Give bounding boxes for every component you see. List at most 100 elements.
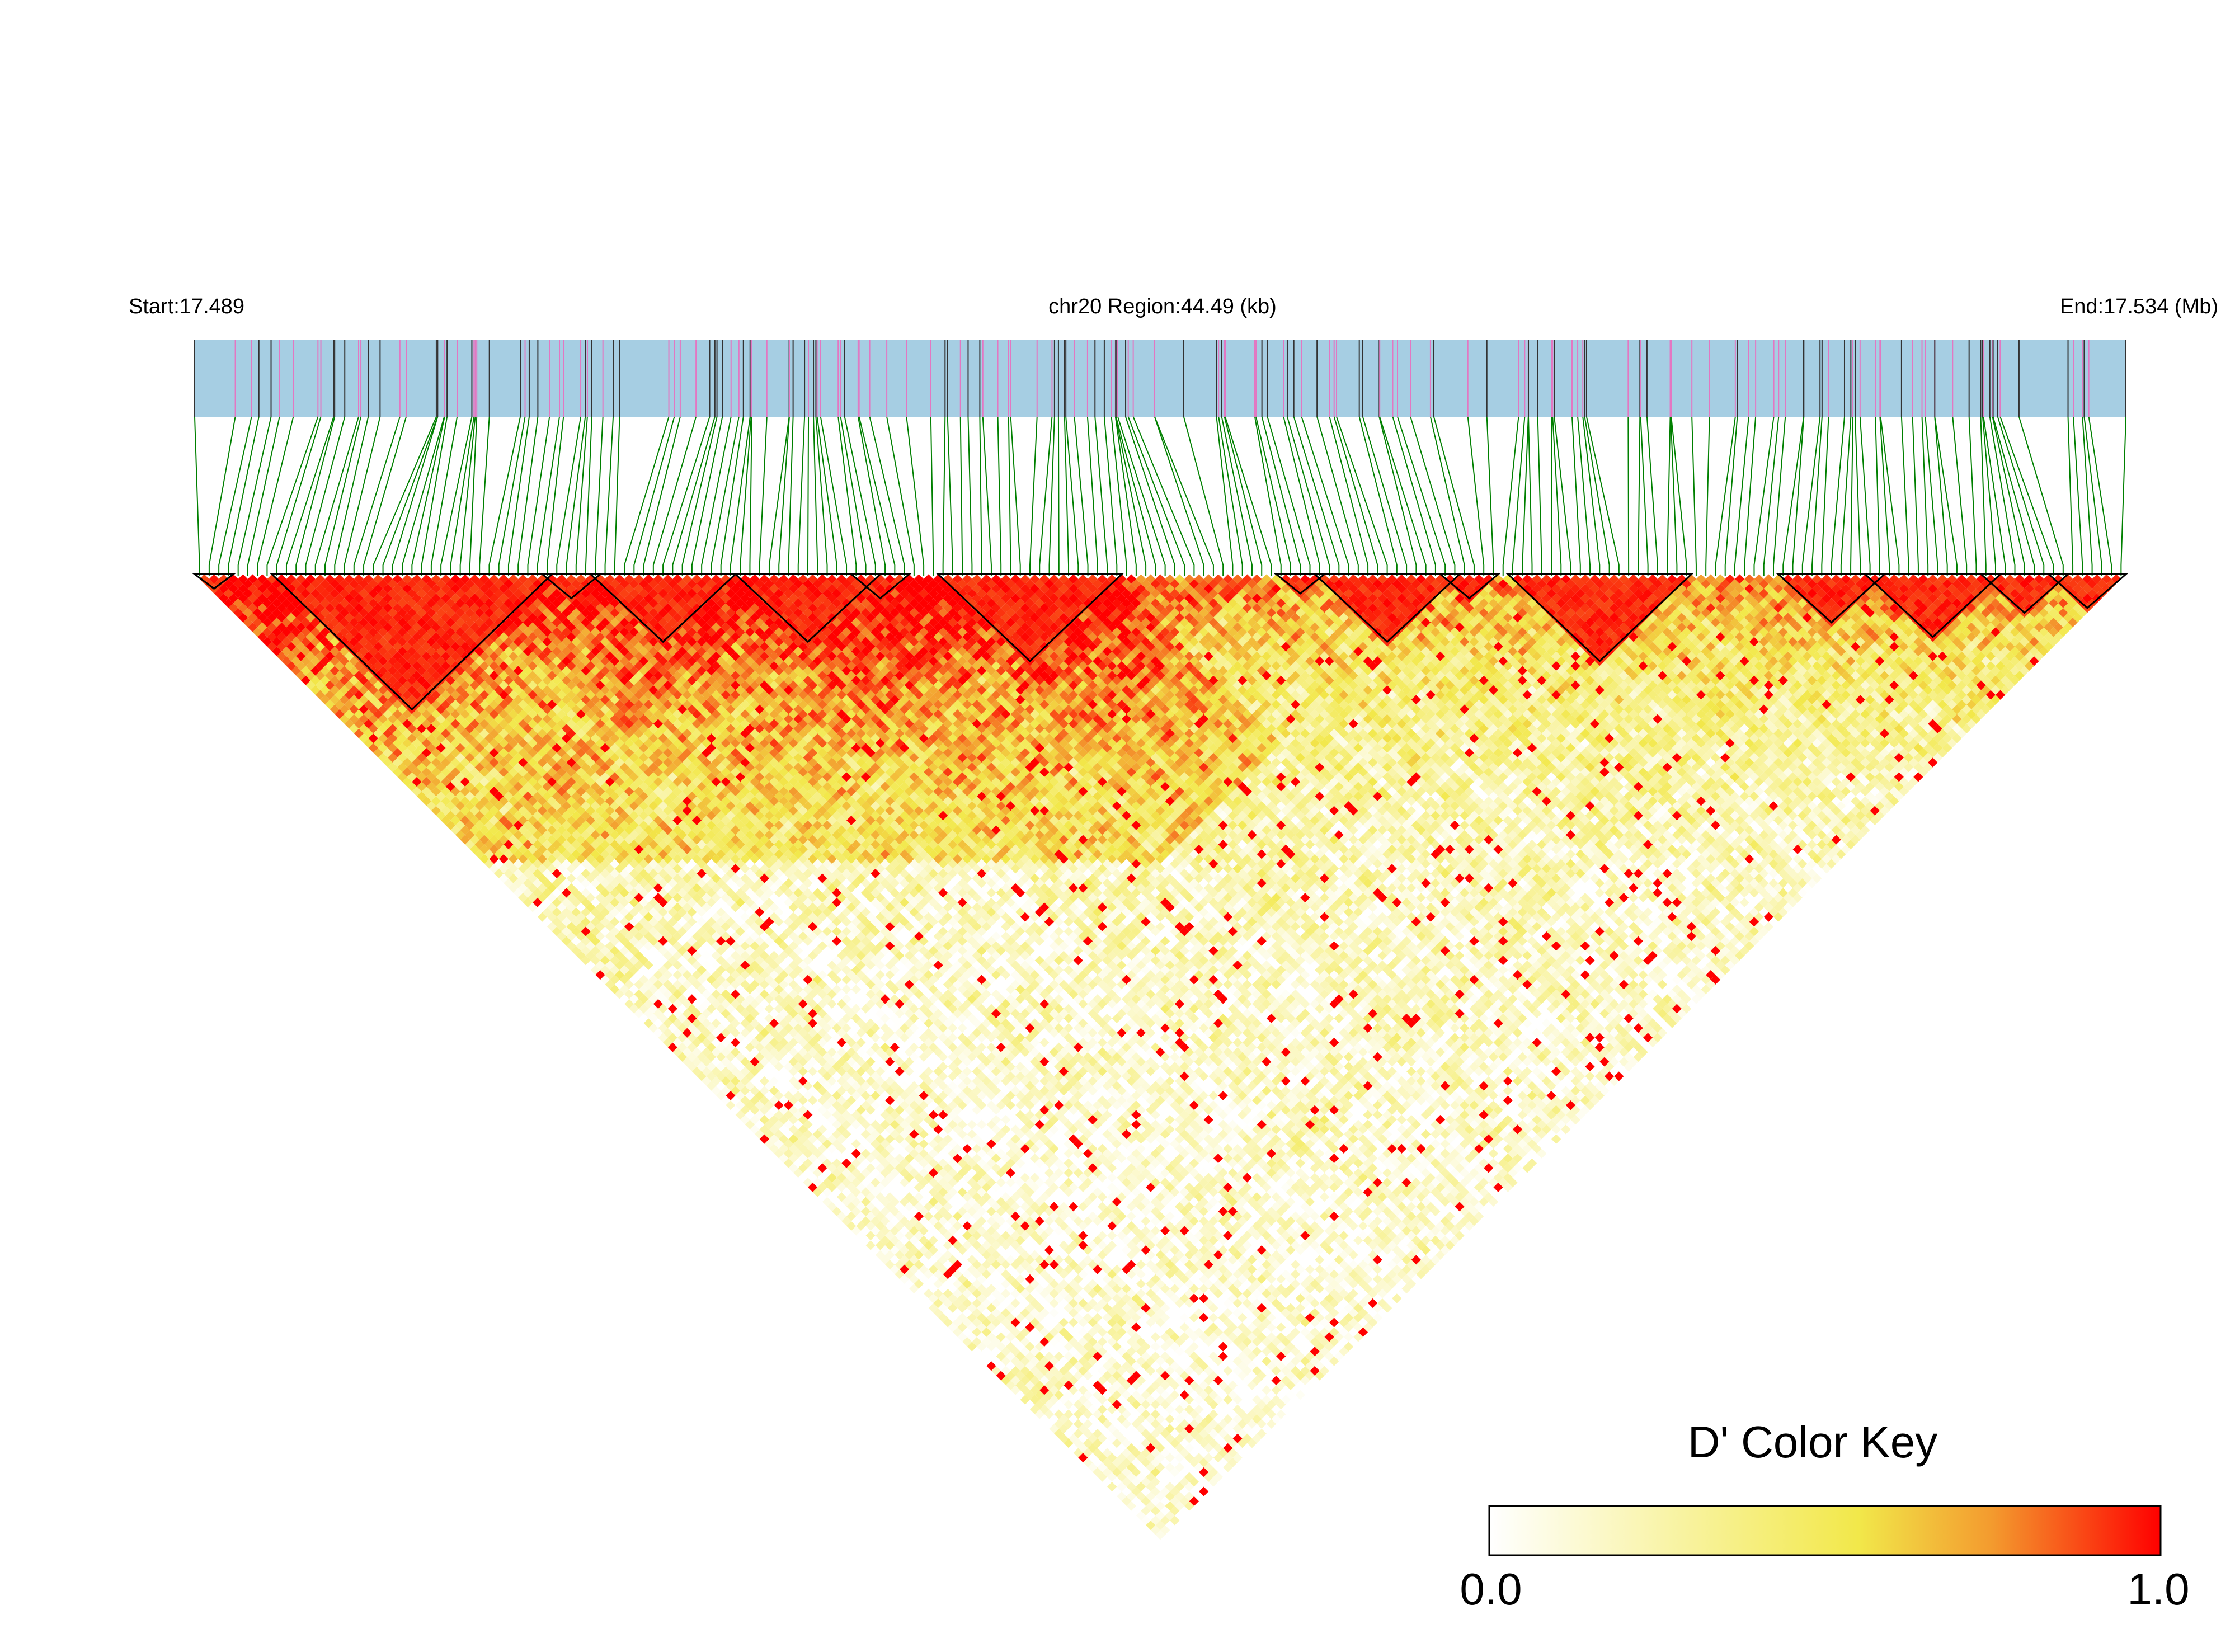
ld-cell <box>566 931 576 942</box>
snp-connector <box>411 416 445 576</box>
ld-cell <box>691 1037 702 1048</box>
snp-connector <box>979 416 982 576</box>
ld-cell <box>364 738 374 749</box>
ld-cell <box>890 1255 900 1265</box>
ld-cell <box>474 849 484 859</box>
snp-connector <box>930 416 934 576</box>
ld-cell <box>364 728 374 738</box>
ld-cell <box>426 801 436 811</box>
ld-cell <box>860 1226 871 1236</box>
ld-cell <box>788 1134 798 1144</box>
ld-cell <box>407 762 417 773</box>
ld-cell <box>634 1009 644 1019</box>
ld-cell <box>817 1182 827 1193</box>
ld-cell <box>629 1004 639 1014</box>
snp-connector <box>1254 416 1282 576</box>
ld-cell <box>344 699 354 710</box>
ld-cell <box>388 762 398 773</box>
snp-connector <box>237 416 272 576</box>
ld-cell <box>721 1066 731 1076</box>
snp-connector <box>1670 416 1678 576</box>
snp-connector <box>440 416 473 576</box>
ld-cell <box>783 1129 794 1140</box>
ld-cell <box>504 868 514 879</box>
ld-cell <box>952 1308 963 1318</box>
snp-connector <box>1782 416 1804 576</box>
ld-cell <box>320 685 330 695</box>
snp-connector <box>982 416 992 576</box>
snp-connector <box>1983 416 2006 576</box>
ld-cell <box>697 1052 707 1062</box>
snp-connector <box>1763 416 1780 576</box>
ld-cell <box>962 1308 972 1318</box>
snp-connector <box>1261 416 1301 576</box>
ld-cell <box>286 642 297 652</box>
snp-connector <box>305 416 346 576</box>
ld-cell <box>697 1062 707 1072</box>
ld-cell <box>986 1361 996 1371</box>
ld-cell <box>1015 1380 1025 1390</box>
ld-cell <box>1131 1496 1141 1506</box>
ld-cell <box>445 811 456 821</box>
ld-cell <box>769 1134 779 1144</box>
snp-connector <box>575 416 588 576</box>
ld-cell <box>378 733 388 743</box>
snp-connector <box>1850 416 1854 576</box>
snp-connector <box>2120 416 2126 576</box>
snp-connector <box>1999 416 2054 576</box>
ld-cell <box>305 651 316 661</box>
ld-cell <box>1097 1453 1108 1463</box>
ld-cell <box>223 589 234 599</box>
ld-cell <box>1005 1371 1016 1381</box>
snp-connector <box>334 416 369 576</box>
ld-cell <box>981 1347 991 1357</box>
ld-cell <box>581 926 591 936</box>
ld-cell <box>1102 1467 1112 1477</box>
ld-cell <box>846 1202 857 1212</box>
ld-cell <box>865 1231 876 1241</box>
ld-cell <box>576 931 586 942</box>
ld-cell <box>1117 1462 1127 1472</box>
snp-connector <box>1065 416 1079 576</box>
ld-cell <box>1083 1457 1093 1467</box>
ld-cell <box>571 936 581 946</box>
snp-connector <box>1115 416 1156 576</box>
snp-connector <box>1255 416 1292 576</box>
ld-cell <box>827 1173 837 1183</box>
ld-cell <box>779 1143 789 1154</box>
ld-cell <box>407 772 417 782</box>
snp-connector <box>857 416 886 576</box>
ld-cell <box>571 926 581 936</box>
ld-cell <box>330 675 340 685</box>
snp-connector <box>797 416 806 576</box>
ld-cell <box>276 651 286 661</box>
ld-cell <box>407 782 417 792</box>
ld-cell <box>238 613 248 623</box>
ld-cell <box>344 719 354 729</box>
ld-cell <box>1029 1385 1040 1395</box>
ld-cell <box>817 1192 827 1202</box>
ld-cell <box>436 791 446 801</box>
snp-connector <box>1336 416 1388 576</box>
ld-cell <box>252 598 262 608</box>
ld-cell <box>706 1052 717 1062</box>
ld-cell <box>469 825 480 835</box>
ld-cell <box>571 917 581 927</box>
ld-cell <box>421 767 431 777</box>
ld-cell <box>938 1303 948 1313</box>
ld-cell <box>962 1336 972 1347</box>
ld-cell <box>1073 1419 1083 1429</box>
snp-connector <box>1627 416 1630 576</box>
snp-connector <box>691 416 723 576</box>
ld-cell <box>827 1182 837 1193</box>
ld-cell <box>552 917 562 927</box>
ld-cell <box>330 695 340 705</box>
snp-connector <box>997 416 1002 576</box>
ld-cell <box>1054 1428 1064 1439</box>
ld-cell <box>943 1298 953 1309</box>
ld-cell <box>716 1090 726 1101</box>
ld-cell <box>808 1163 818 1173</box>
ld-cell <box>943 1288 953 1298</box>
ld-cell <box>561 907 572 917</box>
ld-cell <box>228 583 238 594</box>
